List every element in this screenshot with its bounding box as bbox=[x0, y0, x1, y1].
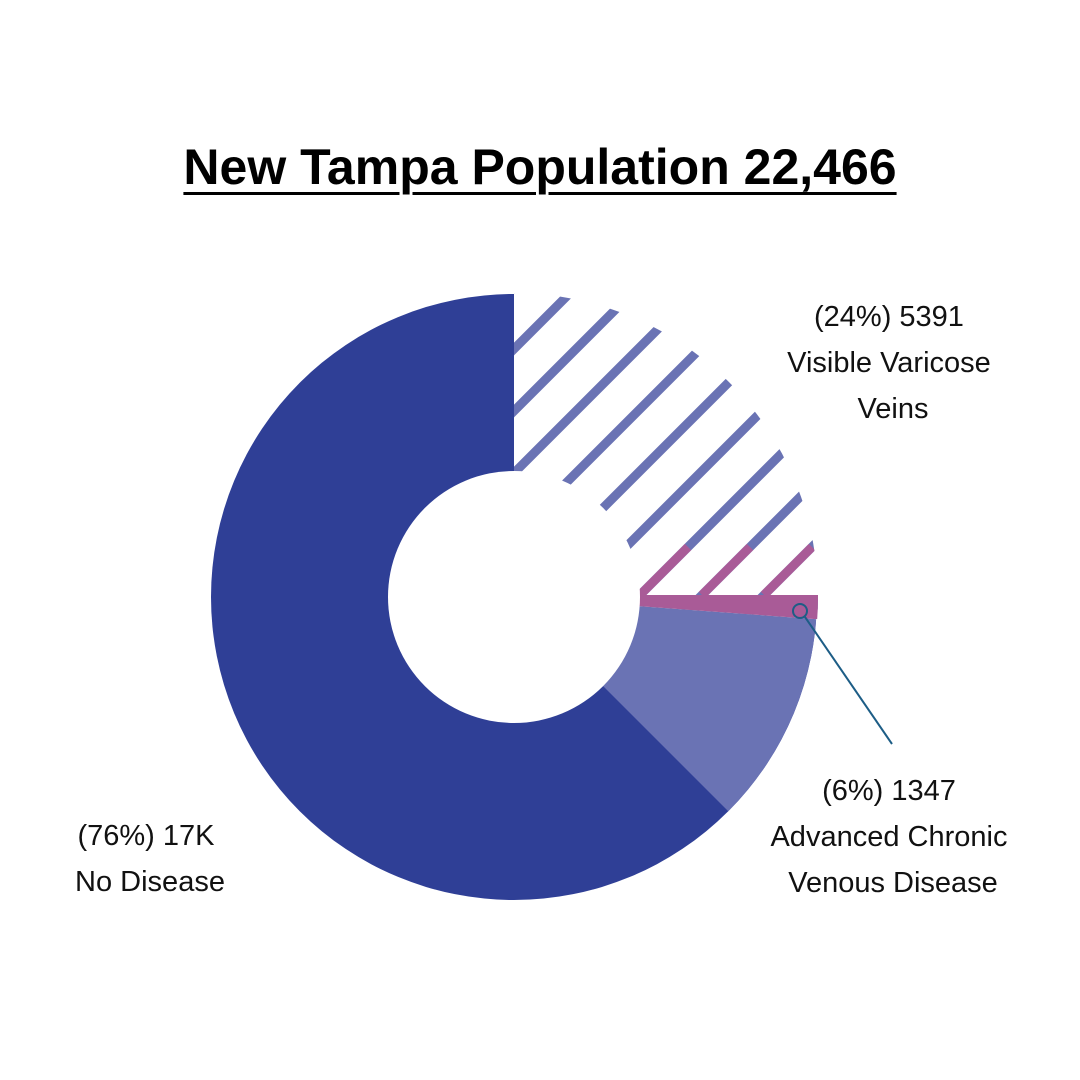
hatch-line-highlight bbox=[950, 547, 998, 595]
label-no-disease-line-1: (76%) 17K bbox=[77, 820, 215, 852]
label-advanced-line-2: Advanced Chronic bbox=[770, 821, 1007, 853]
hatch-line-highlight bbox=[760, 543, 816, 599]
label-varicose-line-1: (24%) 5391 bbox=[814, 301, 964, 333]
hatch-line-highlight bbox=[20, 547, 68, 595]
hatch-line-highlight bbox=[698, 543, 754, 599]
hatch-line-highlight bbox=[636, 543, 692, 599]
hatch-line-highlight bbox=[144, 547, 192, 595]
hatch-line-highlight bbox=[1012, 547, 1060, 595]
hatch-line bbox=[514, 293, 794, 620]
label-advanced-chronic-venous-disease: (6%) 1347 Advanced Chronic Venous Diseas… bbox=[770, 775, 1015, 899]
hatch-line-highlight bbox=[888, 547, 936, 595]
label-no-disease-line-2: No Disease bbox=[75, 866, 225, 898]
hatch-line-highlight bbox=[826, 547, 874, 595]
hatch-line-highlight bbox=[0, 547, 6, 595]
hatch-line bbox=[514, 293, 670, 620]
chart-title: New Tampa Population 22,466 bbox=[183, 139, 897, 195]
hatch-line bbox=[514, 293, 732, 620]
label-advanced-line-3: Venous Disease bbox=[788, 867, 998, 899]
label-varicose-line-3: Veins bbox=[858, 393, 929, 425]
label-visible-varicose-veins: (24%) 5391 Visible Varicose Veins bbox=[787, 301, 999, 425]
label-no-disease: (76%) 17K No Disease bbox=[75, 820, 225, 898]
donut-hole bbox=[388, 471, 640, 723]
label-varicose-line-2: Visible Varicose bbox=[787, 347, 991, 379]
leader-marker bbox=[792, 603, 808, 619]
label-advanced-line-1: (6%) 1347 bbox=[822, 775, 956, 807]
hatch-line-highlight bbox=[1074, 547, 1080, 595]
leader-line bbox=[804, 616, 893, 745]
hatch-line bbox=[0, 197, 46, 997]
hatch-line-highlight bbox=[82, 547, 130, 595]
